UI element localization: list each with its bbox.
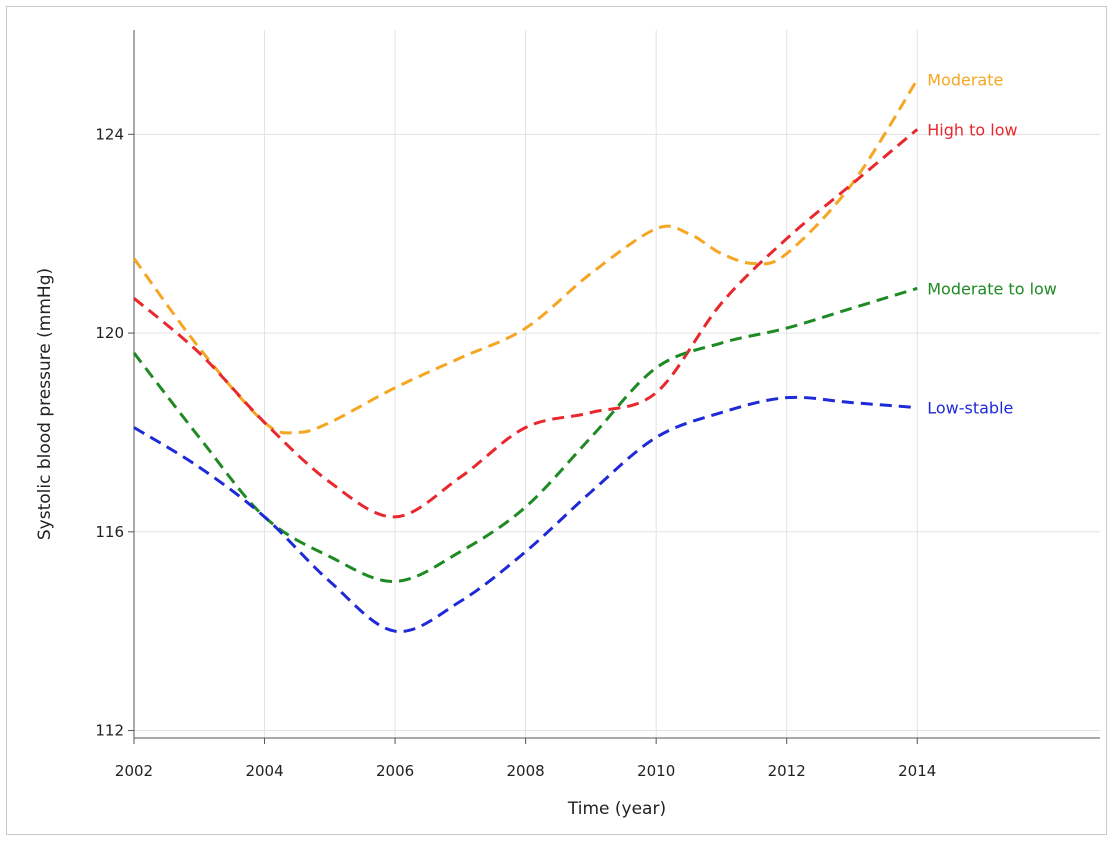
chart-frame: [6, 6, 1107, 835]
y-tick-label: 112: [95, 722, 124, 740]
x-tick-label: 2014: [898, 762, 936, 780]
series-labels: Moderate High to low Moderate to low Low-st…: [927, 71, 1057, 418]
series-lines: [132, 78, 919, 633]
x-tick-label: 2004: [245, 762, 283, 780]
axes: [133, 30, 1100, 739]
y-axis-title: Systolic blood pressure (mmHg): [35, 268, 55, 540]
x-tick-label: 2002: [115, 762, 153, 780]
series-line-low-stable: [133, 395, 918, 633]
y-tick-label: 124: [95, 125, 124, 143]
series-label-moderate: Moderate: [927, 71, 1003, 90]
series-label-high-to-low: High to low: [927, 120, 1017, 139]
series-line-high-to-low: [133, 128, 919, 519]
y-ticks: 112 116 120 124: [95, 125, 134, 740]
series-label-low-stable: Low-stable: [927, 399, 1013, 418]
x-axis-title: Time (year): [567, 799, 666, 819]
x-tick-label: 2008: [507, 762, 545, 780]
series-line-moderate: [132, 78, 919, 435]
x-ticks: 2002 2004 2006 2008 2010 2012 2014: [115, 738, 936, 780]
x-tick-label: 2012: [768, 762, 806, 780]
x-tick-label: 2010: [637, 762, 675, 780]
x-tick-label: 2006: [376, 762, 414, 780]
y-tick-label: 116: [95, 523, 124, 541]
series-label-moderate-to-low: Moderate to low: [927, 279, 1057, 298]
y-tick-label: 120: [95, 324, 124, 342]
